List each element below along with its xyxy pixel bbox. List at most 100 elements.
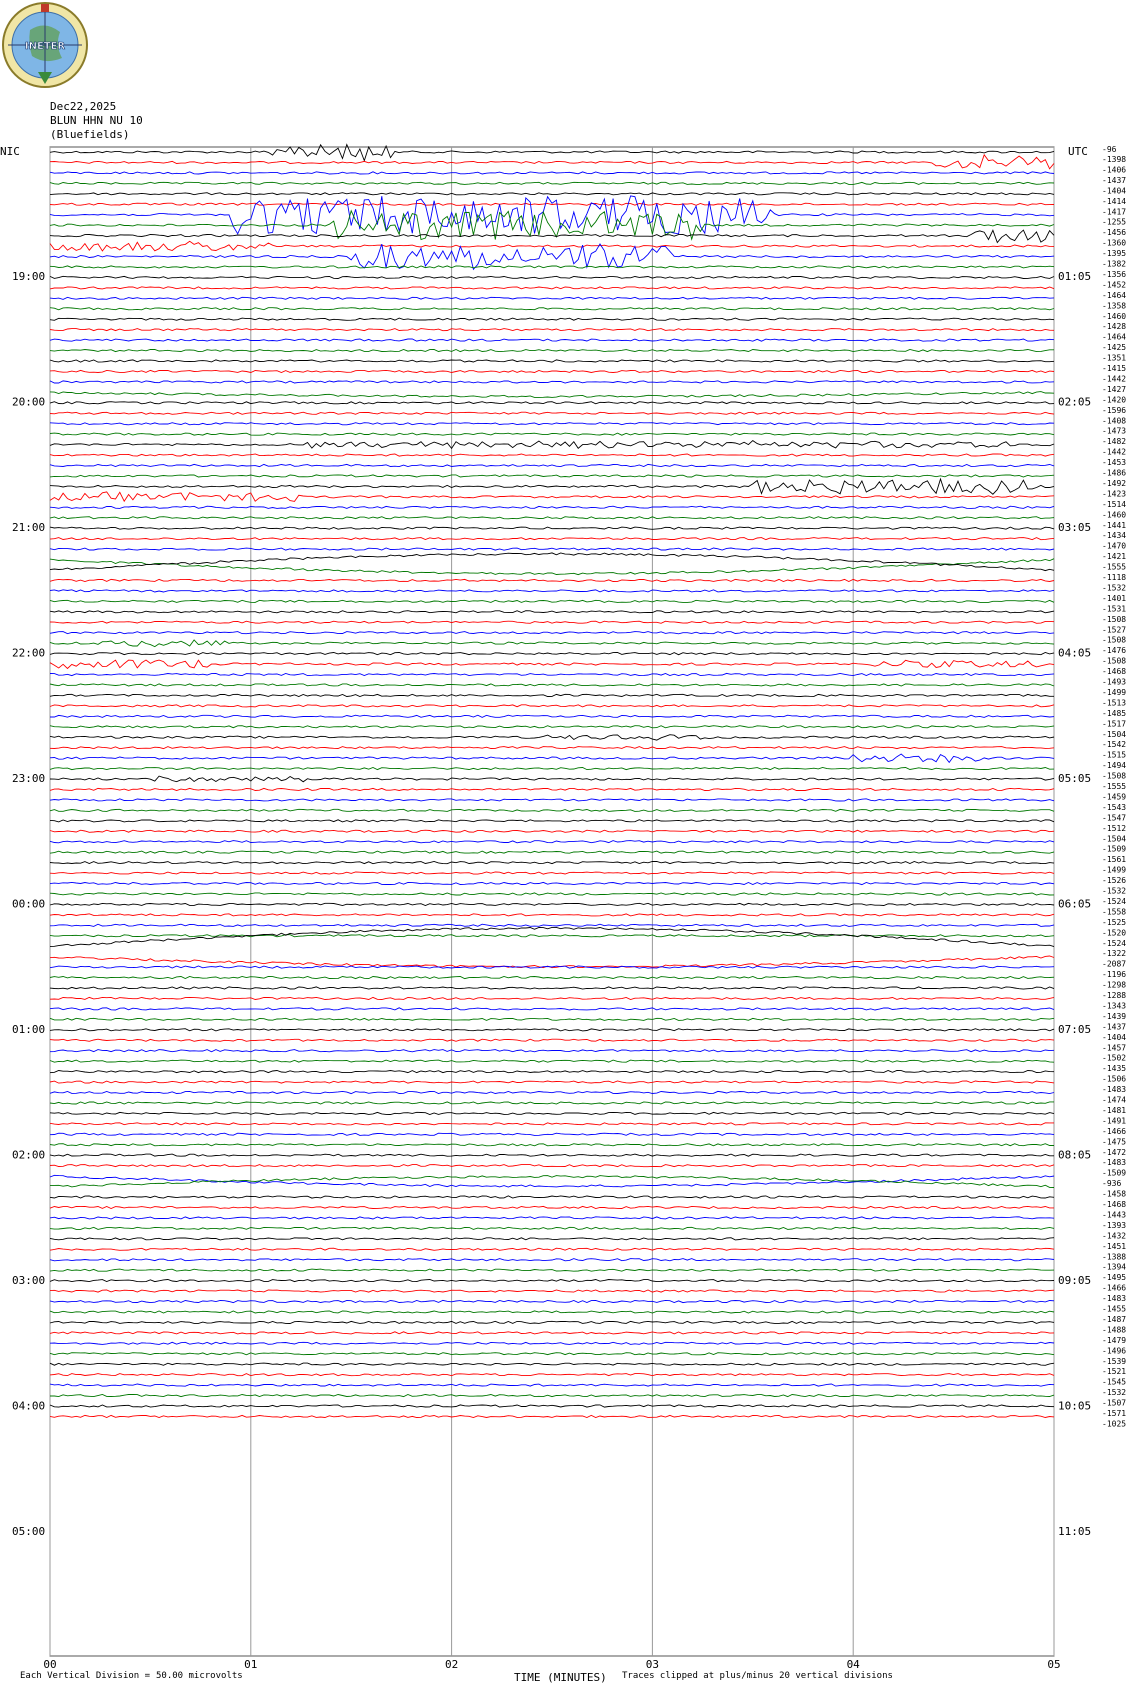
x-tick-00: 00: [43, 1658, 56, 1671]
trace-line: [49, 1090, 1055, 1095]
trace-offset-label: -1118: [1102, 573, 1126, 582]
x-tick-01: 01: [244, 1658, 257, 1671]
left-hour-labels: 19:00 20:00 21:00 22:00 23:00 00:00 01:00 02:00…: [12, 270, 45, 1538]
trace-line: [49, 1414, 1055, 1418]
right-hour-label: 10:05: [1058, 1400, 1091, 1413]
scale-value: 50.00 microvolts: [156, 1671, 243, 1681]
right-hour-label: 02:05: [1058, 396, 1091, 409]
trace-offset-label: -1508: [1102, 636, 1126, 645]
trace-line: [49, 1268, 1055, 1272]
trace-line: [49, 926, 1055, 948]
trace-line: [49, 1028, 1055, 1032]
right-hour-labels: 01:05 02:05 03:05 04:05 05:05 06:05 07:05 08:05…: [1058, 270, 1091, 1538]
trace-line: [49, 1247, 1055, 1251]
trace-line: [49, 1101, 1054, 1105]
trace-offset-label: -1398: [1102, 155, 1126, 164]
x-tick-02: 02: [445, 1658, 458, 1671]
left-hour-label: 03:00: [12, 1274, 45, 1287]
trace-offset-label: -1513: [1102, 698, 1126, 707]
trace-line: [49, 1070, 1055, 1074]
trace-offset-labels: -1398-1406-1437-1404-1414-1417-1255-1456…: [1102, 155, 1126, 1428]
trace-line: [49, 463, 1055, 468]
trace-line: [49, 775, 1055, 783]
trace-offset-label: -1468: [1102, 667, 1126, 676]
trace-offset-label: -1475: [1102, 1137, 1126, 1146]
trace-line: [49, 923, 1055, 927]
trace-line: [49, 578, 1055, 582]
left-hour-label: 02:00: [12, 1149, 45, 1162]
trace-offset-label: -1508: [1102, 772, 1126, 781]
trace-line: [49, 1320, 1055, 1324]
trace-line: [49, 1111, 1055, 1115]
trace-offset-label: -1464: [1102, 291, 1126, 300]
trace-offset-label: -1025: [1102, 1419, 1126, 1428]
trace-line: [49, 787, 1055, 791]
trace-offset-label: -1466: [1102, 1127, 1126, 1136]
trace-line: [49, 202, 1055, 206]
right-hour-label: 03:05: [1058, 521, 1091, 534]
trace-offset-label: -1414: [1102, 197, 1126, 206]
trace-offset-label: -1415: [1102, 364, 1126, 373]
trace-offset-label: -1442: [1102, 374, 1126, 383]
trace-offset-label: -1460: [1102, 510, 1126, 519]
trace-offset-label: -1493: [1102, 678, 1126, 687]
trace-offset-label: -1451: [1102, 1242, 1126, 1251]
trace-offset-label: -1455: [1102, 1305, 1126, 1314]
trace-line: [49, 902, 1055, 906]
trace-offset-label: -1425: [1102, 343, 1126, 352]
trace-offset-label: -1437: [1102, 176, 1126, 185]
trace-line: [49, 411, 1055, 415]
trace-offset-label: -1514: [1102, 500, 1126, 509]
trace-line: [49, 1331, 1055, 1335]
right-hour-label: 07:05: [1058, 1023, 1091, 1036]
trace-line: [49, 892, 1055, 896]
trace-offset-label: -1360: [1102, 239, 1126, 248]
trace-line: [49, 275, 1055, 279]
trace-line: [49, 1289, 1055, 1293]
trace-line: [49, 1153, 1054, 1157]
trace-offset-label: -1507: [1102, 1399, 1126, 1408]
station-location: (Bluefields): [50, 128, 130, 141]
trace-offset-label: -1504: [1102, 834, 1126, 843]
trace-line: [49, 296, 1055, 300]
trace-offset-label: -1521: [1102, 1367, 1126, 1376]
trace-offset-label: -1481: [1102, 1106, 1126, 1115]
trace-line: [49, 767, 1055, 771]
trace-line: [49, 986, 1055, 990]
trace-offset-label: -1404: [1102, 1033, 1126, 1042]
trace-offset-label: -1356: [1102, 270, 1126, 279]
trace-offset-label: -1472: [1102, 1148, 1126, 1157]
trace-line: [49, 537, 1055, 541]
trace-offset-label: -1382: [1102, 260, 1126, 269]
left-hour-label: 22:00: [12, 647, 45, 660]
trace-offset-label: -1524: [1102, 939, 1126, 948]
trace-line: [49, 881, 1055, 886]
trace-offset-label: -1466: [1102, 1284, 1126, 1293]
trace-offset-label: -1428: [1102, 322, 1126, 331]
logo-text: INETER: [25, 41, 66, 52]
trace-line: [49, 746, 1055, 750]
left-hour-label: 19:00: [12, 270, 45, 283]
trace-offset-label: -1288: [1102, 991, 1126, 1000]
trace-line: [49, 505, 1055, 509]
trace-offset-label: -1421: [1102, 552, 1126, 561]
trace-line: [49, 440, 1055, 450]
trace-offset-label: -1476: [1102, 646, 1126, 655]
trace-offset-label: -1443: [1102, 1210, 1126, 1219]
trace-offset-label: -1255: [1102, 218, 1126, 227]
trace-line: [49, 474, 1055, 478]
trace-line: [49, 819, 1055, 823]
trace-offset-label: -1509: [1102, 1169, 1126, 1178]
trace-offset-label: -1555: [1102, 563, 1126, 572]
trace-line: [49, 693, 1054, 697]
trace-offset-label: -1561: [1102, 855, 1126, 864]
trace-line: [49, 659, 1055, 670]
trace-offset-label: -1527: [1102, 625, 1126, 634]
trace-offset-label: -1420: [1102, 395, 1126, 404]
trace-offset-label: -1437: [1102, 1022, 1126, 1031]
trace-offset-label: -1434: [1102, 531, 1126, 540]
trace-line: [49, 1164, 1055, 1168]
x-axis-label: TIME (MINUTES): [514, 1671, 607, 1684]
trace-line: [49, 704, 1055, 708]
trace-line: [49, 1299, 1055, 1304]
